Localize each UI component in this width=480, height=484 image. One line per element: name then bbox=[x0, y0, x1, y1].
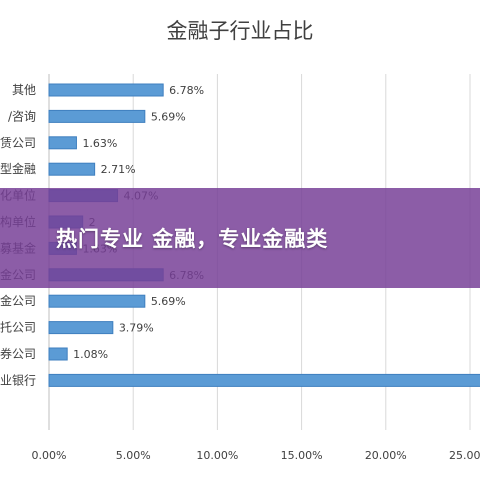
bar bbox=[48, 347, 68, 361]
category-label: 其他 bbox=[12, 83, 36, 97]
bar bbox=[48, 162, 96, 176]
x-tick-label: 20.00% bbox=[365, 449, 407, 462]
data-label: 2.71% bbox=[101, 163, 136, 176]
data-label: 6.78% bbox=[169, 84, 204, 97]
headline-banner: 热门专业 金融，专业金融类 bbox=[0, 188, 480, 288]
bar bbox=[48, 136, 77, 150]
category-label: 券公司 bbox=[0, 346, 36, 361]
data-label: 5.69% bbox=[151, 110, 186, 123]
bar bbox=[48, 294, 146, 308]
bar bbox=[48, 109, 146, 123]
bar bbox=[48, 373, 480, 387]
category-label: 托公司 bbox=[0, 321, 36, 335]
chart-title: 金融子行业占比 bbox=[167, 19, 314, 43]
x-tick-label: 0.00% bbox=[32, 449, 67, 462]
x-tick-label: 15.00% bbox=[281, 449, 323, 462]
bar bbox=[48, 321, 114, 335]
x-tick-labels: 0.00% 5.00% 10.00% 15.00% 20.00% 25.00% bbox=[32, 449, 480, 462]
bar bbox=[48, 83, 164, 97]
data-label: 3.79% bbox=[119, 322, 154, 335]
x-tick-label: 10.00% bbox=[196, 449, 238, 462]
data-label: 5.69% bbox=[151, 295, 186, 308]
category-label: 赁公司 bbox=[0, 136, 36, 150]
category-label: 型金融 bbox=[0, 161, 36, 176]
banner-title: 热门专业 金融，专业金融类 bbox=[56, 227, 329, 251]
data-label: 1.63% bbox=[82, 137, 117, 150]
data-label: 1.08% bbox=[73, 348, 108, 361]
x-tick-label: 5.00% bbox=[116, 449, 151, 462]
category-label: 金公司 bbox=[0, 293, 36, 308]
category-label: 业银行 bbox=[0, 373, 36, 387]
category-label: /咨询 bbox=[8, 108, 36, 123]
x-tick-label: 25.00% bbox=[449, 449, 480, 462]
